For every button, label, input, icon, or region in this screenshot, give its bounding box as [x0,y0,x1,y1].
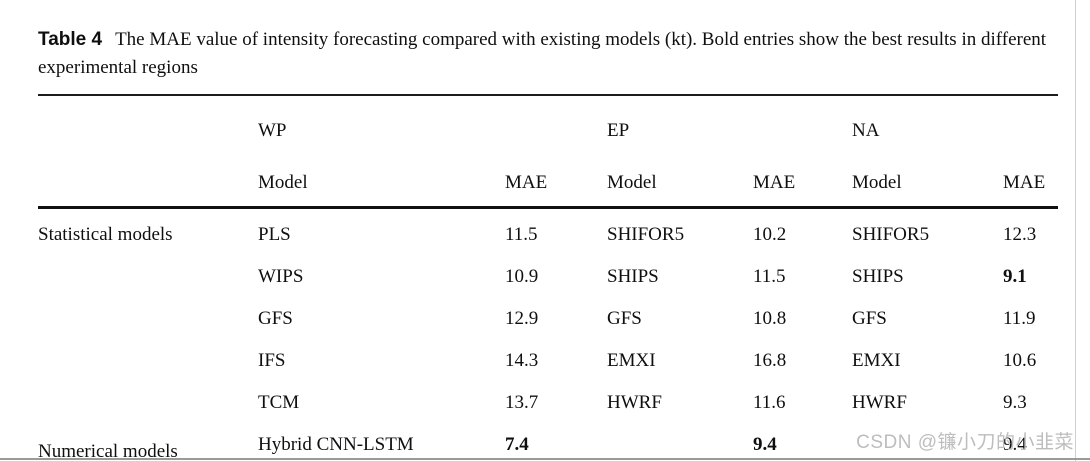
table-row: IFS 14.3 EMXI 16.8 EMXI 10.6 [38,335,1058,377]
mae-cell: 12.9 [505,308,539,329]
col-header-model: Model [607,148,753,209]
mae-cell: 9.1 [1003,266,1027,287]
region-header-na: NA [852,94,1059,148]
mae-cell: 7.4 [505,419,607,461]
mae-cell: 12.3 [1003,224,1037,245]
region-header-ep: EP [607,94,852,148]
mae-cell: 11.9 [1003,308,1036,329]
col-header-mae: MAE [1003,148,1059,209]
model-cell: PLS [258,224,291,245]
group-label-cell: Statistical models [38,224,173,245]
model-cell: GFS [258,308,293,329]
table-row: WIPS 10.9 SHIPS 11.5 SHIPS 9.1 [38,251,1058,293]
table-caption-label: Table 4 [38,29,103,50]
model-cell: EMXI [607,350,656,371]
mae-cell: 9.4 [753,419,852,461]
mae-cell: 11.5 [505,224,538,245]
model-cell: SHIFOR5 [607,224,685,245]
mae-cell: 11.5 [753,266,786,287]
screenshot-frame-right [1075,0,1076,461]
model-cell: IFS [258,350,286,371]
model-cell: SHIPS [852,266,904,287]
table-row: TCM 13.7 HWRF 11.6 HWRF 9.3 [38,377,1058,419]
mae-cell: 9.3 [1003,392,1027,413]
empty-cell [38,94,258,148]
mae-cell: 10.8 [753,308,787,329]
table-row: Hybrid CNN-LSTM 7.4 9.4 9.4 [38,419,1059,461]
mae-cell: 10.9 [505,266,539,287]
model-cell [852,419,1003,461]
model-cell [607,419,753,461]
empty-cell [38,148,258,209]
region-header-row: WP EP NA [38,94,1059,148]
model-cell: HWRF [607,392,662,413]
mae-cell: 9.4 [1003,419,1059,461]
col-header-model: Model [852,148,1003,209]
column-header-row: Model MAE Model MAE Model MAE [38,148,1059,209]
group-label-cell: Numerical models [38,440,178,461]
mae-cell: 13.7 [505,392,539,413]
model-cell: GFS [607,308,642,329]
model-cell: WIPS [258,266,304,287]
col-header-model: Model [258,148,505,209]
col-header-mae: MAE [505,148,607,209]
screenshot-frame-bottom [0,458,1090,460]
mae-cell: 14.3 [505,350,539,371]
model-cell: SHIFOR5 [852,224,930,245]
table-caption-text: The MAE value of intensity forecasting c… [38,29,1047,78]
results-table: WP EP NA Model MAE Model MAE Model MAE S… [38,94,1059,461]
model-cell: EMXI [852,350,901,371]
mae-cell: 10.2 [753,224,787,245]
mae-cell: 11.6 [753,392,786,413]
model-cell: GFS [852,308,887,329]
table-row: Statistical models PLS 11.5 SHIFOR5 10.2… [38,208,1058,252]
mae-cell: 10.6 [1003,350,1037,371]
csdn-watermark: CSDN @镰小刀的小韭菜 [856,432,1074,453]
table-caption: Table 4 The MAE value of intensity foreca… [38,26,1060,82]
mae-cell: 16.8 [753,350,787,371]
model-cell: Hybrid CNN-LSTM [258,419,505,461]
col-header-mae: MAE [753,148,852,209]
model-cell: SHIPS [607,266,659,287]
region-header-wp: WP [258,94,607,148]
model-cell: HWRF [852,392,907,413]
model-cell: TCM [258,392,300,413]
group-label-cell [38,251,258,293]
table-row: Numerical models GFS 12.9 GFS 10.8 GFS 1… [38,293,1058,461]
